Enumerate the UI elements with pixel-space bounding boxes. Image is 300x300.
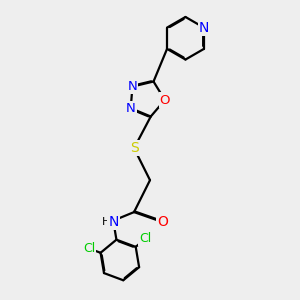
Text: O: O <box>160 94 170 106</box>
Text: N: N <box>126 102 136 115</box>
Text: H: H <box>101 217 110 227</box>
Text: Cl: Cl <box>83 242 95 255</box>
Text: O: O <box>157 215 168 229</box>
Text: S: S <box>130 141 138 155</box>
Text: Cl: Cl <box>139 232 152 245</box>
Text: N: N <box>199 21 209 34</box>
Text: N: N <box>108 215 118 229</box>
Text: N: N <box>128 80 137 93</box>
